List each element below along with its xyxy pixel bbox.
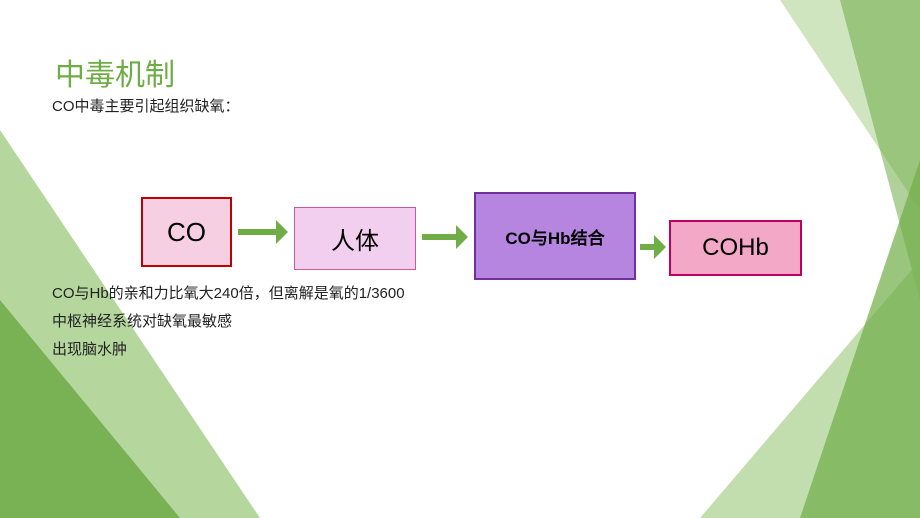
flow-box-3: COHb	[669, 220, 802, 276]
flow-box-0: CO	[141, 197, 232, 267]
bullet-0: CO与Hb的亲和力比氧大240倍，但离解是氧的1/3600	[52, 282, 405, 303]
flow-arrow-2	[640, 235, 666, 259]
slide: 中毒机制 CO中毒主要引起组织缺氧： CO与Hb的亲和力比氧大240倍，但离解是…	[0, 0, 920, 518]
flow-box-1: 人体	[294, 207, 416, 270]
bullet-2: 出现脑水肿	[52, 338, 127, 359]
flow-box-2: CO与Hb结合	[474, 192, 636, 280]
flow-arrow-1	[422, 225, 468, 249]
bullet-1: 中枢神经系统对缺氧最敏感	[52, 310, 232, 331]
flow-arrow-0	[238, 220, 288, 244]
slide-title: 中毒机制	[55, 50, 175, 94]
slide-subtitle: CO中毒主要引起组织缺氧：	[52, 95, 240, 116]
